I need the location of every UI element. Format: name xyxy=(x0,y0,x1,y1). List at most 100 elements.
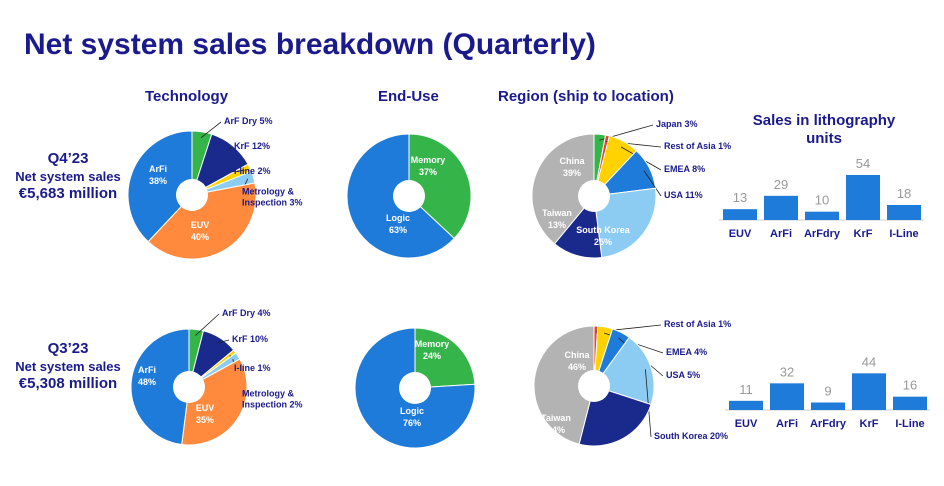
pie-slice-south-korea xyxy=(593,187,657,259)
bar-category-label: ArFdry xyxy=(810,418,847,430)
bar-value-label: 16 xyxy=(903,378,917,393)
leader-line xyxy=(230,169,245,173)
net-sales-label: Net system sales xyxy=(15,358,121,374)
pie-slice-arfi xyxy=(130,328,190,446)
leader-line xyxy=(228,146,232,151)
pie-label-usa: USA 11% xyxy=(664,190,703,200)
net-sales-value: €5,308 million xyxy=(18,375,118,392)
bar-category-label: EUV xyxy=(735,418,758,430)
pie-label-metrology-inspection: Metrology & Inspection 2% xyxy=(242,389,303,410)
pie-label-logic: Logic 63% xyxy=(386,213,410,235)
leader-line xyxy=(643,170,662,197)
net-sales-value: €5,683 million xyxy=(18,185,118,202)
bar-arfdry xyxy=(805,211,839,220)
pie-chart-end-use-q3-23 xyxy=(354,327,476,449)
bar-value-label: 18 xyxy=(897,186,911,201)
bar-value-label: 32 xyxy=(780,364,794,379)
bar-category-label: EUV xyxy=(729,228,752,240)
column-header-technology: Technology xyxy=(145,88,229,105)
pie-slice-euv xyxy=(147,182,257,260)
leader-line xyxy=(200,121,222,139)
pie-label-arf-dry: ArF Dry 5% xyxy=(224,116,273,126)
bar-krf xyxy=(852,373,886,410)
bar-chart-title: Sales in lithography units xyxy=(753,112,896,147)
pie-label-south-korea: South Korea 25% xyxy=(576,225,630,247)
pie-label-euv: EUV 40% xyxy=(191,220,210,242)
bar-value-label: 9 xyxy=(824,384,831,399)
bar-arfi xyxy=(764,195,798,220)
bar-category-label: I-Line xyxy=(889,228,918,240)
row-label-q3: Q3’23 Net system sales €5,308 million xyxy=(4,340,132,394)
bar-value-label: 44 xyxy=(862,354,876,369)
pie-center-hole xyxy=(173,371,205,403)
bar-category-label: ArFi xyxy=(770,228,792,240)
pie-chart-region-ship-to-location-q3-23 xyxy=(533,324,664,447)
bar-category-label: ArFdry xyxy=(804,228,841,240)
pie-label-arfi: ArFi 38% xyxy=(149,164,167,186)
quarter-label: Q4’23 xyxy=(47,150,89,167)
row-label-q4: Q4’23 Net system sales €5,683 million xyxy=(4,150,132,204)
pie-label-japan: Japan 3% xyxy=(656,119,698,129)
bar-arfdry xyxy=(811,402,845,410)
pie-label-taiwan: Taiwan 13% xyxy=(542,208,572,230)
pie-center-hole xyxy=(399,372,431,404)
pie-label-logic: Logic 76% xyxy=(400,406,424,428)
pie-label-south-korea: South Korea 20% xyxy=(654,431,728,441)
pie-label-euv: EUV 35% xyxy=(196,403,215,425)
pie-label-usa: USA 5% xyxy=(666,370,700,380)
pie-label-krf: KrF 12% xyxy=(234,141,270,151)
pie-label-i-line: I-line 1% xyxy=(234,363,271,373)
bar-category-label: KrF xyxy=(854,228,873,240)
pie-label-rest-of-asia: Rest of Asia 1% xyxy=(664,319,731,329)
pie-label-arf-dry: ArF Dry 4% xyxy=(222,308,271,318)
leader-line xyxy=(195,313,220,336)
pie-label-arfi: ArFi 48% xyxy=(138,365,156,387)
pie-label-emea: EMEA 8% xyxy=(664,164,705,174)
pie-slice-arfi xyxy=(127,130,193,243)
pie-slice-euv xyxy=(181,358,248,446)
pie-chart-region-ship-to-location-q4-23 xyxy=(531,124,662,259)
page-title: Net system sales breakdown (Quarterly) xyxy=(24,28,596,61)
bar-value-label: 13 xyxy=(733,190,747,205)
bar-value-label: 11 xyxy=(739,382,753,397)
pie-center-hole xyxy=(176,179,208,211)
pie-label-memory: Memory 37% xyxy=(411,155,446,177)
pie-chart-technology-q4-23 xyxy=(127,121,257,260)
pie-label-china: China 46% xyxy=(564,350,590,372)
pie-slice-china xyxy=(533,325,595,445)
bar-i-line xyxy=(893,396,927,410)
pie-chart-end-use-q4-23 xyxy=(346,133,472,259)
pie-center-hole xyxy=(578,370,610,402)
bar-i-line xyxy=(887,205,921,220)
bar-value-label: 29 xyxy=(774,177,788,192)
pie-label-krf: KrF 10% xyxy=(232,334,268,344)
bar-chart-q4-23: Sales in lithography units 13 EUV 29 ArFi 10 Ar… xyxy=(719,112,924,240)
pie-slice-memory xyxy=(408,133,472,240)
bar-category-label: KrF xyxy=(860,418,879,430)
pie-label-metrology-inspection: Metrology & Inspection 3% xyxy=(242,187,303,208)
pie-chart-technology-q3-23 xyxy=(130,313,248,446)
net-sales-label: Net system sales xyxy=(15,168,121,184)
column-header-end-use: End-Use xyxy=(378,88,439,105)
bar-arfi xyxy=(770,383,804,410)
bar-category-label: ArFi xyxy=(776,418,798,430)
leader-line xyxy=(216,339,230,344)
pie-label-rest-of-asia: Rest of Asia 1% xyxy=(664,141,731,151)
pie-center-hole xyxy=(578,180,610,212)
pie-label-i-line: I-line 2% xyxy=(234,166,271,176)
pie-slice-memory xyxy=(414,327,476,389)
pie-label-emea: EMEA 4% xyxy=(666,347,707,357)
bar-value-label: 54 xyxy=(856,156,870,171)
bar-krf xyxy=(846,175,880,220)
pie-label-taiwan: Taiwan 24% xyxy=(541,413,571,435)
pie-label-memory: Memory 24% xyxy=(415,339,450,361)
pie-slice-china xyxy=(531,133,595,245)
quarter-label: Q3’23 xyxy=(47,340,89,357)
bar-value-label: 10 xyxy=(815,193,829,208)
bar-euv xyxy=(723,209,757,220)
bar-euv xyxy=(729,400,763,410)
pie-label-china: China 39% xyxy=(559,156,585,178)
bar-category-label: I-Line xyxy=(895,418,924,430)
column-header-region: Region (ship to location) xyxy=(498,88,674,105)
